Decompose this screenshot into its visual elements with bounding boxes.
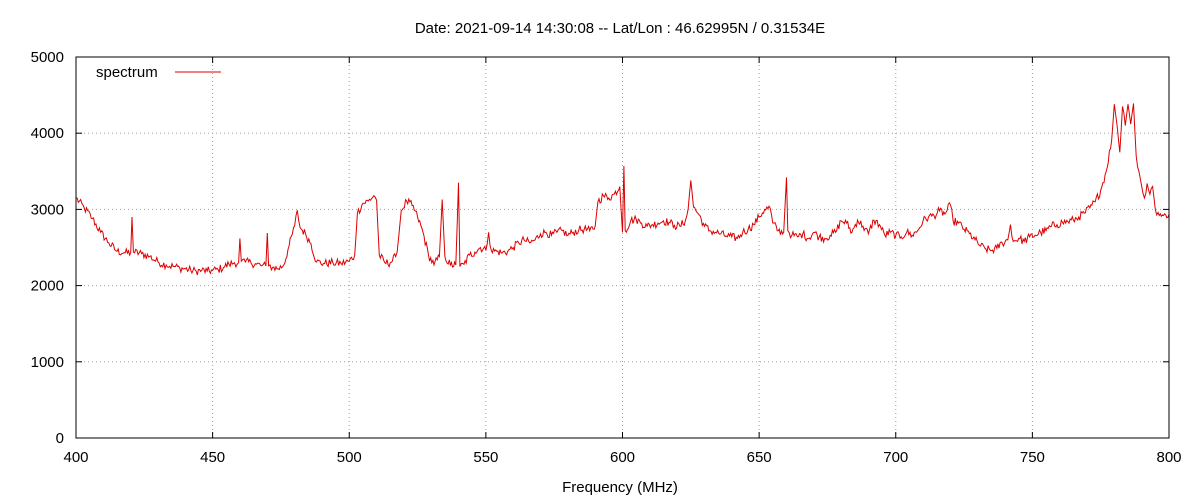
x-tick-label: 650 [747,449,772,466]
grid-lines [76,57,1169,438]
x-tick-label: 450 [200,449,225,466]
y-tick-label: 2000 [31,278,64,295]
legend-label-spectrum: spectrum [96,64,158,81]
chart-title: Date: 2021-09-14 14:30:08 -- Lat/Lon : 4… [415,20,825,37]
legend: spectrum [96,64,221,81]
y-axis-ticks: 0 1000 2000 3000 4000 5000 [31,49,1169,447]
x-tick-label: 700 [883,449,908,466]
y-tick-label: 3000 [31,201,64,218]
y-tick-label: 0 [56,430,64,447]
series-line-spectrum [75,103,1170,276]
x-tick-label: 500 [337,449,362,466]
plot-border [75,56,1170,439]
x-axis-label: Frequency (MHz) [562,479,678,496]
y-tick-label: 4000 [31,125,64,142]
x-tick-label: 750 [1020,449,1045,466]
x-tick-label: 550 [473,449,498,466]
y-tick-label: 1000 [31,354,64,371]
x-axis-ticks: 400 450 500 550 600 650 700 750 800 [63,57,1182,466]
series-layer [75,103,1170,276]
y-tick-label: 5000 [31,49,64,66]
x-tick-label: 400 [63,449,88,466]
x-tick-label: 800 [1156,449,1181,466]
x-tick-label: 600 [610,449,635,466]
